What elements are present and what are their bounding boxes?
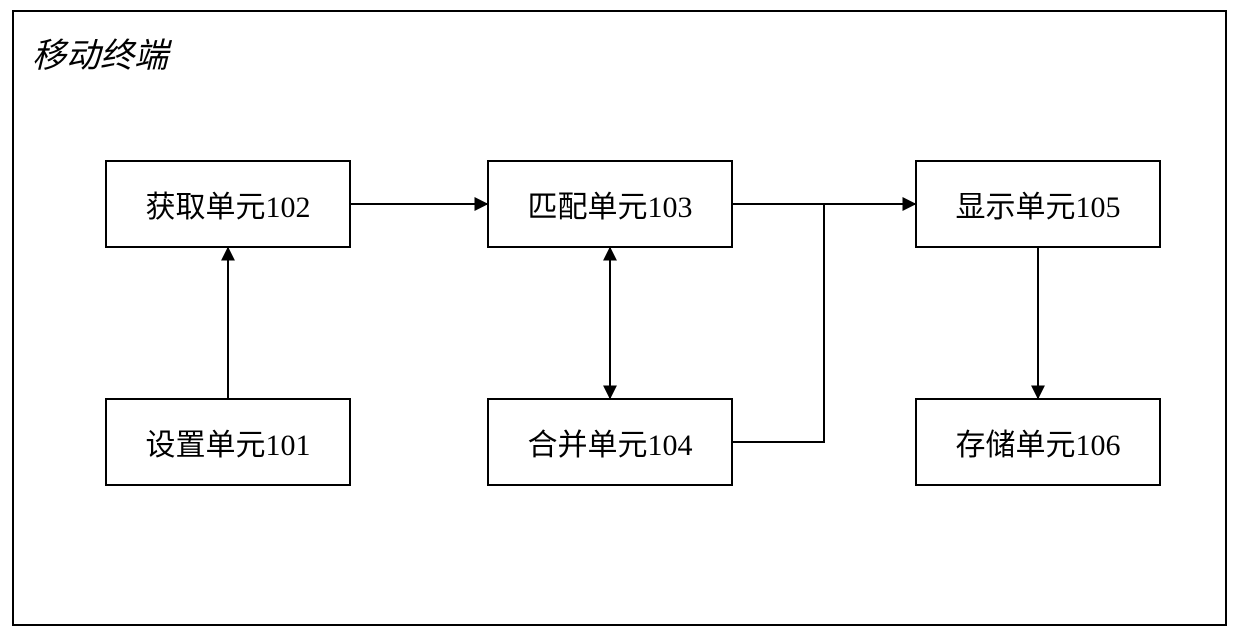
node-n102: 获取单元102 (105, 160, 351, 248)
node-n106: 存储单元106 (915, 398, 1161, 486)
node-n104: 合并单元104 (487, 398, 733, 486)
node-n101: 设置单元101 (105, 398, 351, 486)
node-label: 存储单元106 (956, 420, 1121, 464)
node-n105: 显示单元105 (915, 160, 1161, 248)
node-n103: 匹配单元103 (487, 160, 733, 248)
node-label: 合并单元104 (528, 420, 693, 464)
node-label: 设置单元101 (146, 420, 311, 464)
node-label: 获取单元102 (146, 182, 311, 226)
node-label: 显示单元105 (956, 182, 1121, 226)
node-label: 匹配单元103 (528, 182, 693, 226)
diagram-title: 移动终端 (32, 28, 168, 77)
outer-container (12, 10, 1227, 626)
